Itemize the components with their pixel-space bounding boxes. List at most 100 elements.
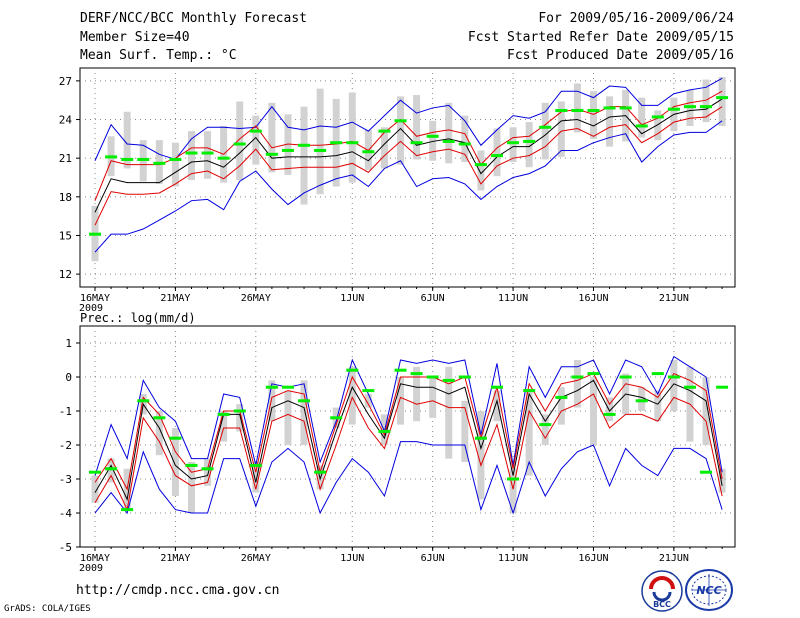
x-tick-label: 21JUN [659, 553, 689, 564]
spread-box [509, 468, 517, 513]
spread-box [557, 101, 565, 157]
spread-box [220, 411, 228, 442]
spread-box [445, 366, 453, 459]
median-dash [346, 368, 359, 372]
median-dash [523, 139, 536, 143]
median-dash [217, 412, 230, 416]
refer-date: Fcst Started Refer Date 2009/05/15 [467, 30, 734, 45]
spread-box [589, 377, 597, 445]
y-tick-label: 27 [59, 75, 72, 88]
median-dash [491, 154, 503, 158]
median-dash [362, 389, 375, 393]
median-dash [121, 508, 134, 512]
median-dash [281, 148, 294, 152]
spread-box [397, 377, 405, 425]
spread-box [187, 462, 195, 513]
y-tick-label: 21 [59, 152, 72, 165]
spread-box [638, 387, 646, 411]
spread-box [702, 79, 710, 123]
median-dash [394, 368, 407, 372]
median-dash [683, 105, 696, 109]
median-dash [651, 115, 664, 119]
spread-box [654, 390, 662, 422]
series-line-upper-mean [94, 372, 723, 491]
median-dash [169, 436, 182, 440]
median-dash [683, 385, 696, 389]
spread-box [364, 394, 372, 408]
median-dash [265, 385, 278, 389]
spread-box [252, 462, 260, 493]
median-dash [137, 399, 150, 403]
spread-box [300, 106, 308, 205]
spread-box [573, 360, 581, 408]
median-dash [121, 157, 134, 161]
produced-date: Fcst Produced Date 2009/05/16 [507, 48, 734, 63]
median-dash [651, 372, 664, 376]
series-line-lower-bound [94, 441, 723, 515]
spread-box [509, 127, 517, 163]
median-dash [233, 142, 246, 146]
median-dash [410, 372, 423, 376]
median-dash [185, 151, 198, 155]
spread-box [429, 377, 437, 418]
y-tick-label: 15 [59, 229, 72, 242]
x-tick-sublabel: 2009 [79, 303, 103, 314]
median-dash [587, 372, 600, 376]
median-dash [716, 96, 729, 100]
x-tick-label: 16JUN [578, 293, 608, 304]
precip-chart-title: Prec.: log(mm/d) [80, 311, 196, 325]
y-tick-label: 1 [65, 337, 72, 350]
spread-box [638, 97, 646, 138]
spread-box [187, 131, 195, 181]
variable-label-temp: Mean Surf. Temp.: °C [80, 48, 237, 63]
spread-box [718, 468, 726, 493]
median-dash [571, 375, 584, 379]
spread-box [541, 102, 549, 160]
median-dash [265, 152, 278, 156]
median-dash [716, 385, 729, 389]
x-tick-label: 1JUN [340, 293, 364, 304]
median-dash [458, 142, 471, 146]
x-tick-label: 21MAY [160, 293, 190, 304]
median-dash [426, 134, 439, 138]
x-tick-sublabel: 2009 [79, 563, 103, 574]
y-tick-label: -4 [59, 507, 73, 520]
spread-box [429, 120, 437, 161]
source-url[interactable]: http://cmdp.ncc.cma.gov.cn [76, 583, 280, 598]
median-dash [169, 157, 182, 161]
y-tick-label: -5 [59, 541, 72, 554]
x-tick-label: 6JUN [421, 553, 445, 564]
x-tick-label: 21MAY [160, 553, 190, 564]
spread-box [413, 366, 421, 422]
median-dash [330, 416, 343, 420]
median-dash [201, 151, 214, 155]
bcc-logo: BCC [641, 570, 683, 612]
median-dash [555, 109, 568, 113]
median-dash [571, 109, 584, 113]
median-dash [137, 157, 150, 161]
spread-box [541, 414, 549, 445]
member-size: Member Size=40 [80, 30, 190, 45]
x-tick-label: 16MAY [80, 293, 110, 304]
median-dash [474, 436, 487, 440]
spread-box [236, 404, 244, 432]
median-dash [153, 416, 166, 420]
x-tick-label: 1JUN [340, 553, 364, 564]
median-dash [410, 141, 423, 145]
median-dash [89, 232, 101, 236]
median-dash [603, 106, 616, 110]
spread-box [204, 131, 212, 179]
spread-box [91, 475, 99, 503]
series-line-lower-mean [94, 393, 723, 512]
median-dash [491, 385, 503, 389]
median-dash [105, 155, 118, 159]
x-tick-label: 16MAY [80, 553, 110, 564]
median-dash [635, 124, 648, 128]
spread-box [461, 400, 469, 462]
plot-frame [79, 67, 736, 288]
spread-box [107, 458, 115, 483]
series-line-upper-bound [94, 77, 723, 161]
